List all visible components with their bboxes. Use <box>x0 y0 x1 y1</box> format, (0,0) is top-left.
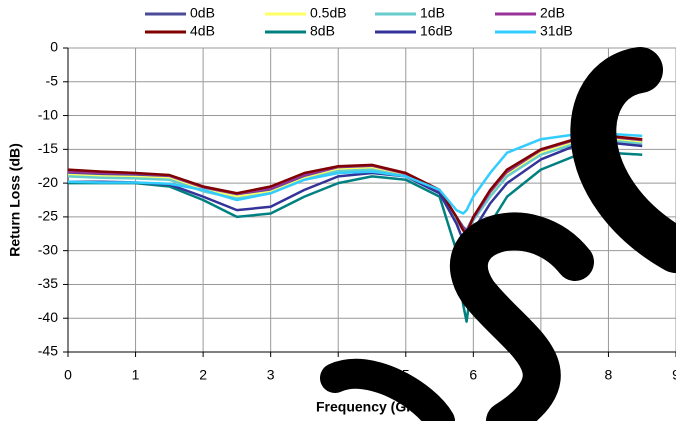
legend-label: 0.5dB <box>310 5 347 21</box>
series-line <box>67 132 643 215</box>
overlay-stroke <box>320 358 455 421</box>
overlay-stroke <box>450 212 594 421</box>
y-tick-label: -45 <box>38 343 58 359</box>
overlay-stroke <box>570 47 676 273</box>
x-tick-label: 2 <box>199 367 207 383</box>
y-axis-title: Return Loss (dB) <box>7 143 23 257</box>
x-tick-label: 3 <box>267 367 275 383</box>
series-line <box>68 151 643 323</box>
y-tick-label: -20 <box>38 174 58 190</box>
legend-label: 1dB <box>420 5 445 21</box>
series-line <box>67 134 643 236</box>
legend-label: 8dB <box>310 23 335 39</box>
series-line <box>68 141 643 242</box>
x-tick-label: 9 <box>672 367 676 383</box>
x-tick-label: 8 <box>605 367 613 383</box>
y-tick-label: -35 <box>38 275 58 291</box>
x-tick-label: 1 <box>132 367 140 383</box>
y-tick-label: 0 <box>50 39 58 55</box>
x-tick-label: 6 <box>469 367 477 383</box>
y-tick-label: -40 <box>38 309 58 325</box>
y-tick-label: -10 <box>38 106 58 122</box>
y-tick-label: -5 <box>46 72 59 88</box>
legend-label: 31dB <box>540 23 573 39</box>
y-tick-label: -30 <box>38 241 58 257</box>
y-tick-label: -25 <box>38 208 58 224</box>
legend-label: 4dB <box>190 23 215 39</box>
x-tick-label: 0 <box>64 367 72 383</box>
legend-label: 0dB <box>190 5 215 21</box>
legend-label: 2dB <box>540 5 565 21</box>
legend-label: 16dB <box>420 23 453 39</box>
overlay <box>320 47 676 421</box>
y-tick-label: -15 <box>38 140 58 156</box>
